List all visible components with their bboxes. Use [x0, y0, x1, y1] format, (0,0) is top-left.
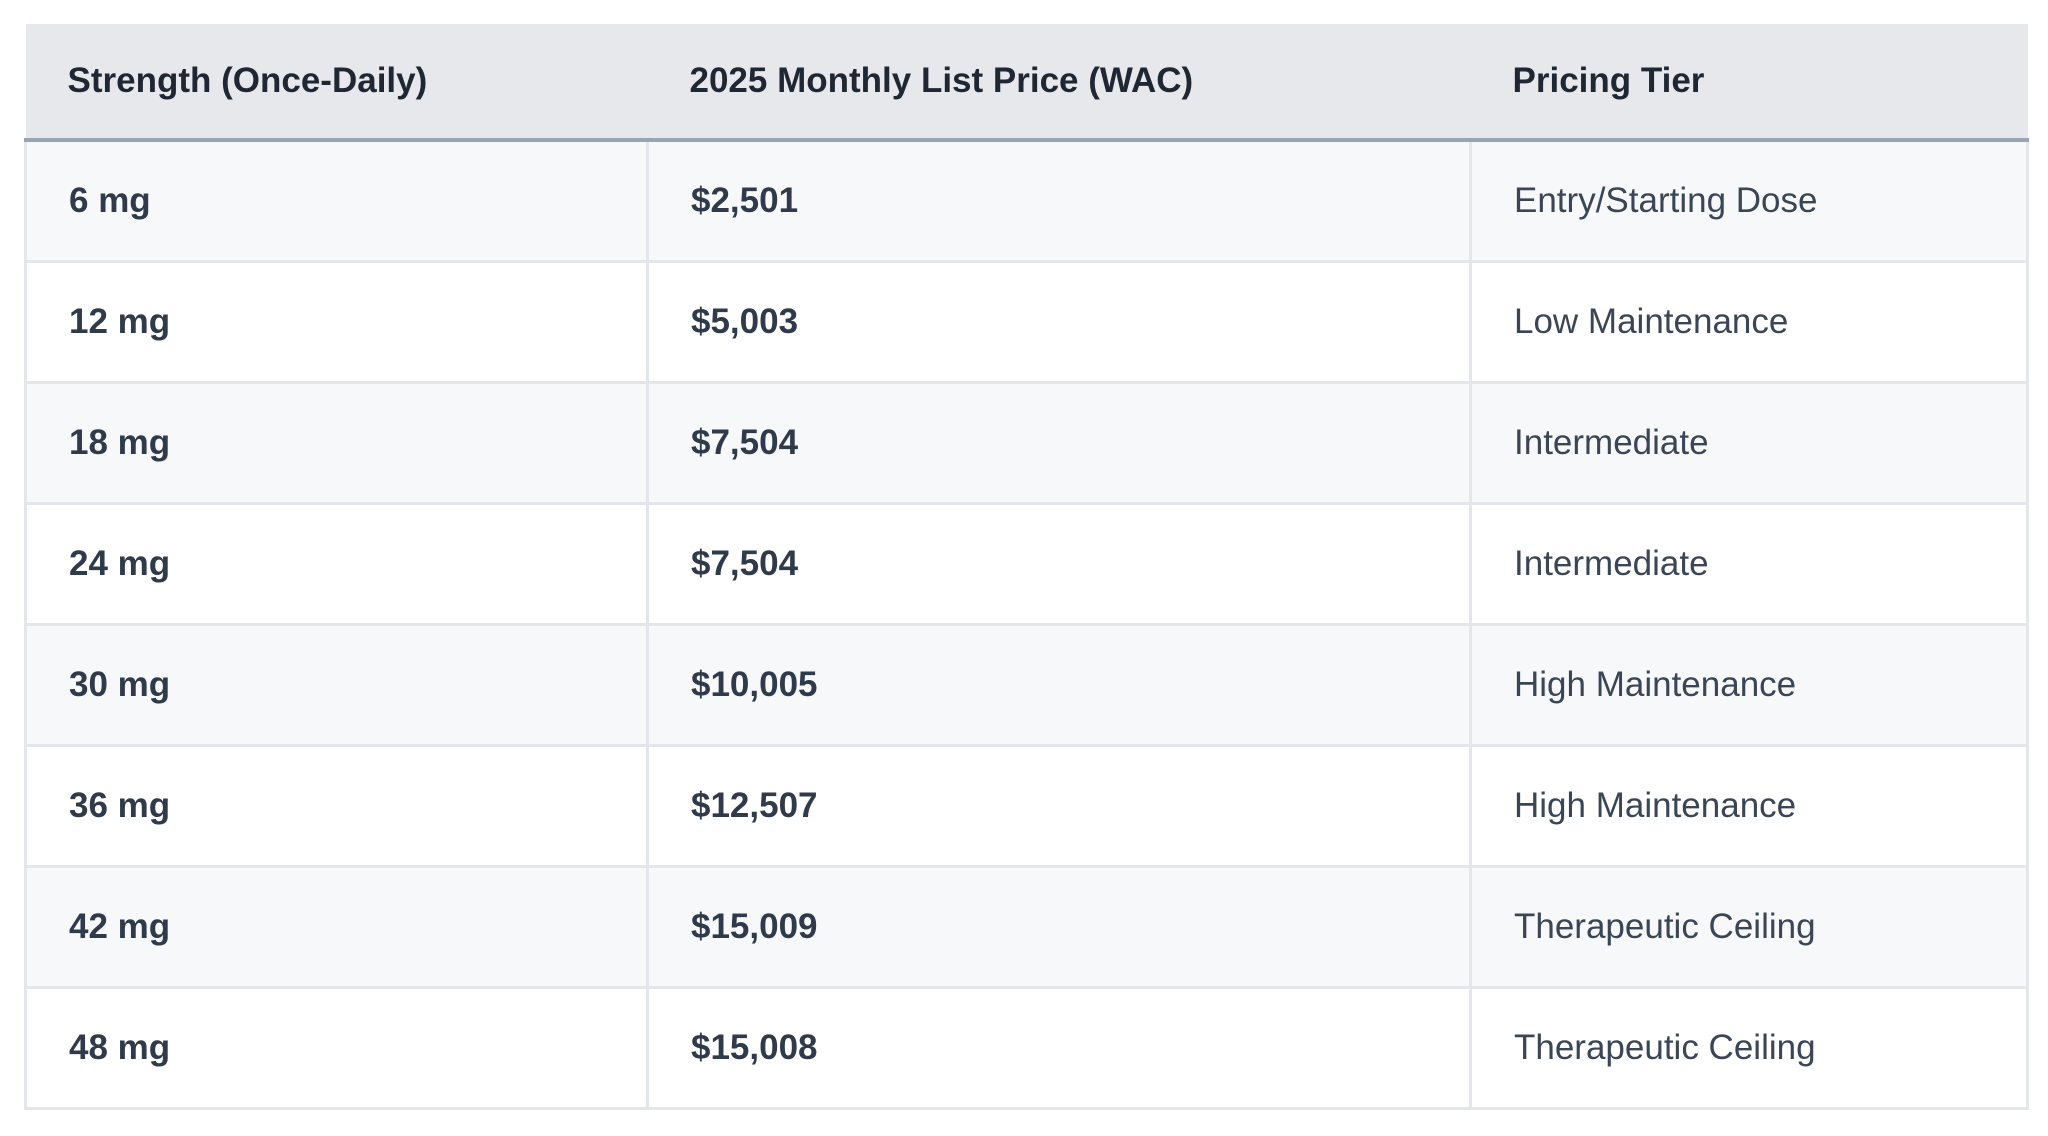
- cell-price: $7,504: [646, 380, 1472, 505]
- pricing-table: Strength (Once-Daily) 2025 Monthly List …: [24, 24, 2029, 1110]
- header-monthly-list-price: 2025 Monthly List Price (WAC): [647, 24, 1471, 142]
- cell-strength: 42 mg: [24, 864, 649, 989]
- cell-strength: 6 mg: [24, 138, 649, 263]
- cell-price: $15,008: [646, 985, 1472, 1110]
- table-body: 6 mg $2,501 Entry/Starting Dose 12 mg $5…: [24, 138, 2029, 1110]
- cell-tier: High Maintenance: [1469, 622, 2029, 747]
- cell-price: $10,005: [646, 622, 1472, 747]
- table-row: 48 mg $15,008 Therapeutic Ceiling: [24, 985, 2029, 1110]
- cell-tier: Therapeutic Ceiling: [1469, 985, 2029, 1110]
- header-pricing-tier: Pricing Tier: [1470, 24, 2028, 142]
- cell-tier: Entry/Starting Dose: [1469, 138, 2029, 263]
- table-row: 24 mg $7,504 Intermediate: [24, 501, 2029, 626]
- cell-tier: High Maintenance: [1469, 743, 2029, 868]
- table-row: 42 mg $15,009 Therapeutic Ceiling: [24, 864, 2029, 989]
- cell-price: $12,507: [646, 743, 1472, 868]
- table-row: 18 mg $7,504 Intermediate: [24, 380, 2029, 505]
- table-row: 6 mg $2,501 Entry/Starting Dose: [24, 138, 2029, 263]
- cell-tier: Intermediate: [1469, 380, 2029, 505]
- cell-strength: 24 mg: [24, 501, 649, 626]
- cell-strength: 48 mg: [24, 985, 649, 1110]
- table-row: 12 mg $5,003 Low Maintenance: [24, 259, 2029, 384]
- header-strength: Strength (Once-Daily): [25, 24, 648, 142]
- header-row: Strength (Once-Daily) 2025 Monthly List …: [25, 24, 2028, 142]
- cell-strength: 36 mg: [24, 743, 649, 868]
- table-row: 30 mg $10,005 High Maintenance: [24, 622, 2029, 747]
- cell-price: $2,501: [646, 138, 1472, 263]
- cell-price: $15,009: [646, 864, 1472, 989]
- table-header: Strength (Once-Daily) 2025 Monthly List …: [25, 24, 2028, 142]
- cell-price: $5,003: [646, 259, 1472, 384]
- cell-strength: 18 mg: [24, 380, 649, 505]
- cell-tier: Therapeutic Ceiling: [1469, 864, 2029, 989]
- cell-tier: Intermediate: [1469, 501, 2029, 626]
- table-row: 36 mg $12,507 High Maintenance: [24, 743, 2029, 868]
- cell-price: $7,504: [646, 501, 1472, 626]
- cell-strength: 12 mg: [24, 259, 649, 384]
- cell-tier: Low Maintenance: [1469, 259, 2029, 384]
- cell-strength: 30 mg: [24, 622, 649, 747]
- pricing-table-container: Strength (Once-Daily) 2025 Monthly List …: [24, 24, 2029, 1110]
